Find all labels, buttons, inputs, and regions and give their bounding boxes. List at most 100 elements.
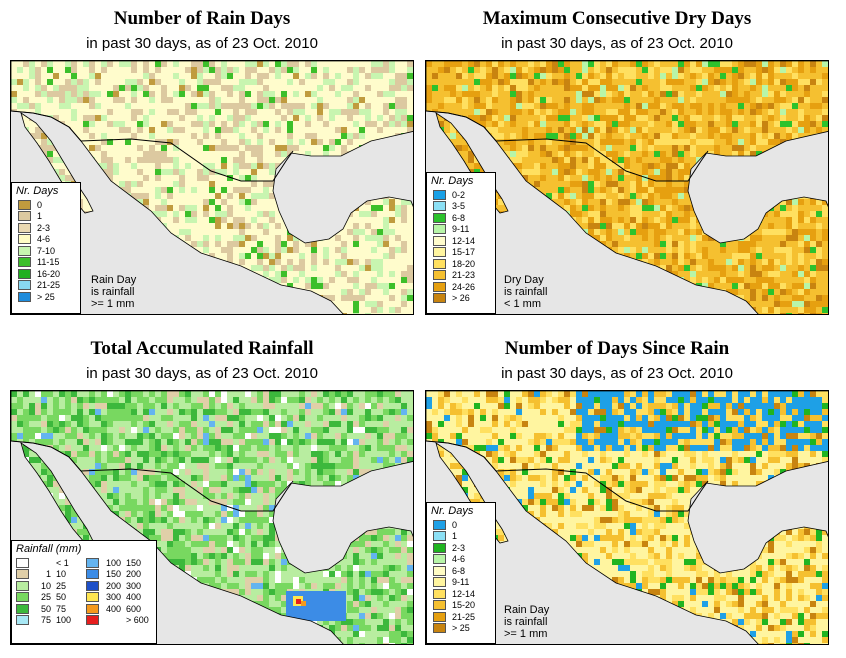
legend-item: 12-14: [427, 235, 495, 247]
legend-label: 18-20: [452, 258, 476, 269]
legend-swatch: [18, 211, 31, 222]
legend-grid: < 1 100 150 1 10 150 200 10 25 200 300 25 50 300 400 50…: [12, 557, 156, 626]
legend-high: > 600: [126, 615, 149, 626]
legend-item: 1: [12, 211, 80, 223]
legend-label: 0: [452, 519, 458, 530]
legend-swatch: [86, 580, 99, 591]
note-line: Rain Day: [91, 274, 137, 286]
legend-label: 15-20: [452, 600, 476, 611]
legend-item: 150 200: [86, 569, 156, 581]
legend-swatch: [433, 224, 446, 235]
legend-swatch: [433, 565, 446, 576]
legend-label: 2-3: [452, 542, 466, 553]
legend-low: 25: [40, 592, 51, 603]
legend-swatch: [16, 580, 29, 591]
panel-max-dry-days: Maximum Consecutive Dry Days in past 30 …: [415, 0, 829, 315]
legend-swatch: [86, 557, 99, 568]
legend-item: 2-3: [12, 222, 80, 234]
legend-label: 4-6: [452, 554, 466, 565]
legend-high: 150: [126, 557, 142, 568]
legend-label: 9-11: [452, 224, 470, 235]
legend-item: 16-20: [12, 268, 80, 280]
legend-item: 200 300: [86, 580, 156, 592]
legend-swatch: [18, 257, 31, 268]
legend: Nr. Days 0 1 2-3 4-6 7-10 11-15 16-20 21-25 > 25: [11, 182, 81, 314]
legend-label: 4-6: [37, 234, 51, 245]
note-line: Dry Day: [504, 274, 544, 286]
legend-item: > 25: [12, 291, 80, 303]
legend-label: 1: [37, 211, 43, 222]
legend-item: 25 50: [16, 592, 86, 604]
legend-label: 3-5: [452, 201, 466, 212]
legend-label: 16-20: [37, 268, 61, 279]
legend-label: 1: [452, 531, 458, 542]
legend-swatch: [433, 258, 446, 269]
legend-item: 0: [427, 519, 495, 531]
legend-item: 0: [12, 199, 80, 211]
legend-item: 21-25: [12, 280, 80, 292]
legend-item: 6-8: [427, 212, 495, 224]
map-note: Dry Day is rainfall < 1 mm: [504, 274, 547, 310]
legend-swatch: [86, 603, 99, 614]
legend-label: > 26: [452, 293, 470, 304]
legend-label: 9-11: [452, 577, 470, 588]
legend-high: 200: [126, 569, 142, 580]
legend-swatch: [433, 281, 446, 292]
map-max-dry-days: Nr. Days 0-2 3-5 6-8 9-11 12-14 15-17 18-20 21-…: [425, 60, 829, 315]
legend-low: 50: [40, 603, 51, 614]
legend-swatch: [86, 592, 99, 603]
legend-swatch: [433, 600, 446, 611]
legend-item: 21-23: [427, 270, 495, 282]
legend-swatch: [433, 542, 446, 553]
panel-title: Total Accumulated Rainfall: [90, 338, 314, 359]
legend-low: 10: [40, 580, 51, 591]
map-total-rainfall: Rainfall (mm) < 1 100 150 1 10 150 200 10 25 200 3…: [10, 390, 414, 645]
legend-item: 15-17: [427, 247, 495, 259]
legend-label: 21-25: [37, 280, 61, 291]
legend-high: 300: [126, 580, 142, 591]
legend-swatch: [433, 588, 446, 599]
note-line: is rainfall: [504, 286, 548, 298]
legend-item: 300 400: [86, 592, 156, 604]
legend-item: 9-11: [427, 577, 495, 589]
panel-rain-days: Number of Rain Days in past 30 days, as …: [0, 0, 414, 315]
legend-swatch: [86, 569, 99, 580]
panel-title: Number of Days Since Rain: [504, 338, 730, 359]
legend-item: 400 600: [86, 603, 156, 615]
map-days-since-rain: Nr. Days 0 1 2-3 4-6 6-8 9-11 12-14 15-20 21-25 >…: [425, 390, 829, 645]
legend-item: 4-6: [12, 234, 80, 246]
legend-item: 75 100: [16, 615, 86, 627]
panel-subtitle: in past 30 days, as of 23 Oct. 2010: [86, 35, 318, 52]
legend-swatch: [18, 291, 31, 302]
legend-item: 3-5: [427, 201, 495, 213]
map-note: Rain Day is rainfall >= 1 mm: [91, 274, 136, 310]
legend-swatch: [16, 603, 29, 614]
legend-label: 7-10: [37, 245, 56, 256]
panel-title: Maximum Consecutive Dry Days: [482, 8, 752, 29]
legend-item: 18-20: [427, 258, 495, 270]
note-line: < 1 mm: [504, 298, 541, 310]
legend-high: 25: [56, 580, 67, 591]
legend-high: 100: [56, 615, 72, 626]
legend-label: 11-15: [37, 257, 60, 268]
country-border: [426, 110, 709, 182]
legend-item: < 1: [16, 557, 86, 569]
legend-item: > 26: [427, 293, 495, 305]
legend-item: 9-11: [427, 224, 495, 236]
legend-item: 10 25: [16, 580, 86, 592]
legend: Rainfall (mm) < 1 100 150 1 10 150 200 10 25 200 3…: [11, 540, 157, 644]
legend-low: 300: [105, 592, 121, 603]
legend-label: 21-23: [452, 270, 476, 281]
legend-item: 15-20: [427, 600, 495, 612]
panel-subtitle: in past 30 days, as of 23 Oct. 2010: [86, 365, 318, 382]
legend-high: 400: [126, 592, 142, 603]
legend-swatch: [433, 235, 446, 246]
legend-swatch: [433, 189, 446, 200]
legend-item: 21-25: [427, 611, 495, 623]
legend-item: 100 150: [86, 557, 156, 569]
legend: Nr. Days 0-2 3-5 6-8 9-11 12-14 15-17 18-20 21-…: [426, 172, 496, 314]
legend-swatch: [18, 222, 31, 233]
panel-total-rainfall: Total Accumulated Rainfall in past 30 da…: [0, 330, 414, 645]
legend-swatch: [86, 615, 99, 626]
note-line: >= 1 mm: [504, 628, 548, 640]
